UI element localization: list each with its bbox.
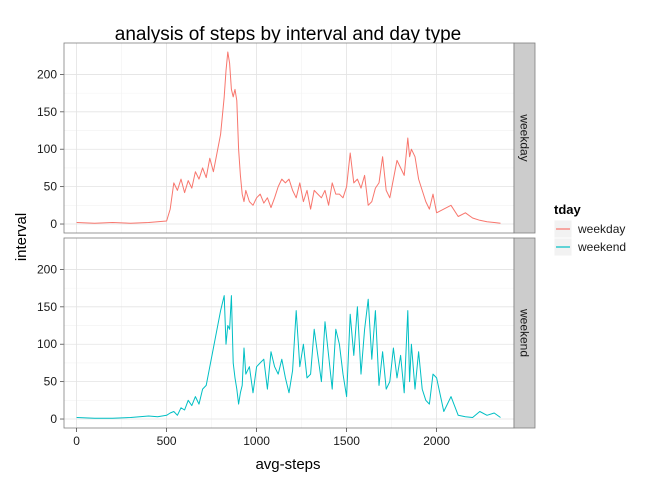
y-tick-label: 0 [50, 412, 57, 426]
facet-panel-weekend: 0 50 100 150 200 weekend [37, 237, 536, 429]
x-axis-title: avg-steps [255, 456, 320, 473]
series-line-weekday [76, 51, 501, 224]
facet-strip [513, 237, 536, 429]
facet-strip [513, 42, 536, 234]
y-tick-label: 0 [50, 217, 57, 231]
legend-title: tday [554, 202, 582, 217]
facet-strip-label: weekend [518, 308, 532, 357]
x-tick-label: 1000 [243, 434, 270, 448]
chart-title: analysis of steps by interval and day ty… [115, 24, 461, 45]
panel-background [64, 43, 514, 233]
legend-item-weekday: weekday [553, 219, 625, 239]
facet-panels: 0 50 100 150 200 weekday 0 50 100 150 200 weekend [37, 42, 536, 429]
x-tick-label: 1500 [333, 434, 360, 448]
y-tick-label: 200 [37, 262, 57, 276]
y-axis-title: interval [13, 213, 30, 261]
y-tick-label: 150 [37, 300, 57, 314]
x-tick-label: 0 [73, 434, 80, 448]
facet-panel-weekday: 0 50 100 150 200 weekday [37, 42, 536, 234]
x-tick-label: 500 [157, 434, 177, 448]
y-tick-label: 100 [37, 337, 57, 351]
facet-strip-label: weekday [518, 113, 532, 161]
legend-label: weekend [577, 240, 626, 254]
series-line-weekend [76, 295, 501, 419]
legend: tday weekday weekend [553, 202, 626, 257]
x-axis: 0 500 1000 1500 2000 [73, 428, 450, 448]
panel-background [64, 238, 514, 428]
y-tick-label: 100 [37, 142, 57, 156]
y-tick-label: 50 [44, 375, 58, 389]
legend-item-weekend: weekend [553, 237, 626, 257]
y-tick-label: 150 [37, 105, 57, 119]
legend-label: weekday [577, 222, 625, 236]
y-tick-label: 50 [44, 180, 58, 194]
x-tick-label: 2000 [423, 434, 450, 448]
y-tick-label: 200 [37, 67, 57, 81]
